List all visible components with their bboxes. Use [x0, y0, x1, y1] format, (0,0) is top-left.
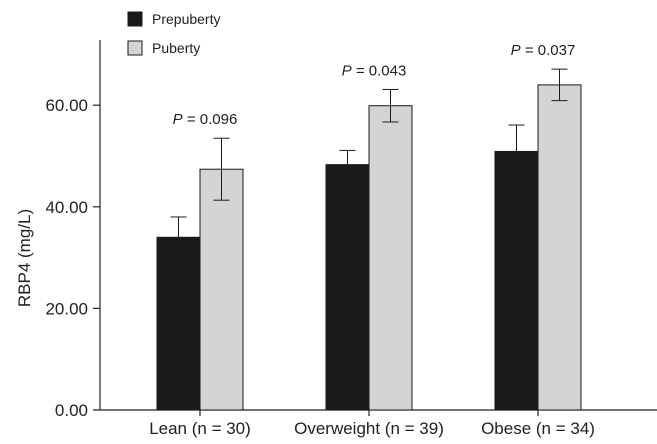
legend-label-prepuberty: Prepuberty	[152, 11, 220, 27]
y-ticks: 0.00 20.00 40.00 60.00	[45, 96, 100, 420]
x-tick-label: Lean (n = 30)	[149, 419, 251, 438]
legend: Prepuberty Puberty	[127, 11, 220, 56]
bar-puberty	[368, 105, 413, 411]
legend-label-puberty: Puberty	[152, 40, 200, 56]
bar-prepuberty	[494, 150, 539, 411]
p-value-label: P = 0.096	[173, 111, 238, 128]
y-tick-label: 0.00	[55, 401, 88, 420]
bar-prepuberty	[156, 236, 201, 411]
y-tick-label: 40.00	[45, 198, 88, 217]
x-tick-label: Obese (n = 34)	[481, 419, 595, 438]
p-value-label: P = 0.037	[511, 42, 576, 59]
y-axis-title: RBP4 (mg/L)	[15, 209, 34, 307]
y-tick-label: 20.00	[45, 299, 88, 318]
y-tick-label: 60.00	[45, 96, 88, 115]
x-tick-label: Overweight (n = 39)	[294, 419, 444, 438]
bars	[156, 84, 582, 411]
x-ticks: Lean (n = 30) Overweight (n = 39) Obese (n…	[149, 410, 595, 438]
bar-prepuberty	[325, 164, 370, 411]
legend-swatch-puberty	[127, 40, 143, 56]
bar-puberty	[199, 168, 244, 411]
error-bars	[170, 68, 568, 259]
legend-swatch-prepuberty	[127, 11, 143, 27]
p-value-annotations: P = 0.096 P = 0.043 P = 0.037	[173, 42, 576, 128]
p-value-label: P = 0.043	[342, 62, 407, 79]
bar-puberty	[537, 84, 582, 411]
